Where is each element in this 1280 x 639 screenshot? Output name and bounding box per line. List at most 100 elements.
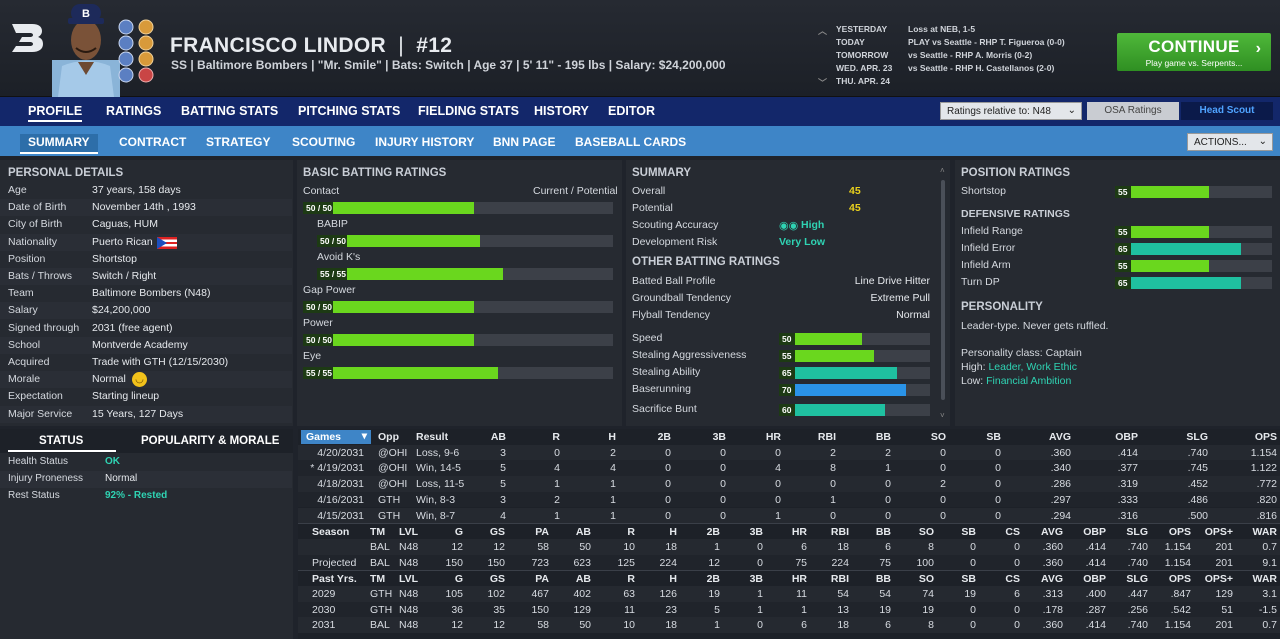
- past-years-row[interactable]: 2031 BAL N48 12 12 58 50 10 18 1 0 6 18 6 8 0 0.360.414.…: [298, 617, 1280, 634]
- batting-rating-bar: 50 / 50: [303, 301, 613, 313]
- batting-rating-bar: 55 / 55: [317, 268, 613, 280]
- chevron-down-icon[interactable]: ﹀: [818, 78, 828, 88]
- column-header: SB: [986, 431, 1001, 443]
- tab-scouting[interactable]: SCOUTING: [292, 135, 356, 149]
- tab-injury-history[interactable]: INJURY HISTORY: [375, 135, 475, 149]
- bar-fill: [317, 235, 480, 247]
- table-cell: 0: [757, 556, 763, 569]
- tab-contract[interactable]: CONTRACT: [119, 135, 187, 149]
- schedule-list: ︿ YESTERDAY Loss at NEB, 1-5 TODAY PLAY vs …: [816, 24, 1086, 89]
- table-cell: .542: [1170, 603, 1191, 616]
- batting-rating-label: Gap Power: [303, 284, 356, 296]
- game-date: * 4/19/2031: [310, 462, 364, 475]
- table-cell: 19: [922, 603, 934, 616]
- table-cell: 0: [940, 446, 946, 459]
- table-cell: 0: [1014, 556, 1020, 569]
- schedule-row[interactable]: TODAY PLAY vs Seattle - RHP T. Figueroa (…: [836, 37, 1065, 47]
- schedule-row[interactable]: WED. APR. 23 vs Seattle - RHP H. Castella…: [836, 63, 1055, 73]
- table-cell: .740: [1187, 446, 1208, 459]
- games-select[interactable]: Games ▾: [301, 430, 371, 444]
- game-date: 4/16/2031: [317, 493, 364, 506]
- table-cell: .360: [1050, 446, 1071, 459]
- rating-value: 55 / 55: [303, 367, 333, 379]
- table-cell: 9.1: [1262, 556, 1277, 569]
- table-row[interactable]: 4/18/2031 @OHI Loss, 11-5 5 1 1 0 0 0 0 0 2 0 .286 .31…: [298, 476, 1280, 492]
- table-cell: 8: [928, 619, 934, 632]
- table-row[interactable]: 4/15/2031 GTH Win, 8-7 4 1 1 0 0 1 0 0 0 0 .294 .316 .5…: [298, 507, 1280, 524]
- tab-ratings[interactable]: RATINGS: [106, 104, 162, 118]
- table-cell: .447: [1127, 588, 1148, 600]
- tab-editor[interactable]: EDITOR: [608, 104, 655, 118]
- bar-fill: [779, 384, 906, 396]
- table-cell: Win, 14-5: [416, 462, 461, 475]
- actions-dropdown[interactable]: ACTIONS... ⌄: [1187, 133, 1273, 151]
- table-row[interactable]: 4/16/2031 GTH Win, 8-3 3 2 1 0 0 0 1 0 0 0 .297 .333 .4…: [298, 491, 1280, 508]
- status-label: Injury Proneness: [8, 473, 84, 484]
- batting-rating-bar: 50 / 50: [317, 235, 613, 247]
- continue-button[interactable]: CONTINUE Play game vs. Serpents... ›: [1117, 33, 1271, 71]
- column-header: H: [608, 431, 616, 443]
- head-scout-button[interactable]: Head Scout: [1181, 102, 1273, 120]
- tab-strategy[interactable]: STRATEGY: [206, 135, 271, 149]
- bar-fill: [1115, 226, 1210, 238]
- past-years-row[interactable]: 2029 GTH N48 105 102 467 402 63 126 19 1 11 54 54 74 19…: [298, 586, 1280, 602]
- osa-ratings-button[interactable]: OSA Ratings: [1087, 102, 1179, 120]
- speed-rating-bar: 60: [779, 404, 930, 416]
- ratings-relative-select[interactable]: Ratings relative to: N48 ⌄: [940, 102, 1082, 120]
- column-header: H: [669, 526, 677, 539]
- detail-row: City of Birth Caguas, HUM: [0, 216, 292, 234]
- past-years-row[interactable]: 2030 GTH N48 36 35 150 129 11 23 5 1 1 13 19 19 0 0.178.…: [298, 601, 1280, 618]
- chevron-up-icon[interactable]: ︿: [818, 26, 828, 36]
- game-date: 4/18/2031: [317, 478, 364, 491]
- column-header: TM: [370, 526, 386, 539]
- table-cell: 2: [885, 446, 891, 459]
- schedule-row[interactable]: ﹀ THU. APR. 24: [818, 76, 891, 88]
- table-cell: GTH: [378, 493, 401, 506]
- scrollbar[interactable]: ˄ ˅: [940, 166, 945, 420]
- table-cell: 6: [801, 540, 807, 553]
- column-header: AB: [490, 431, 506, 443]
- season-row[interactable]: BAL N48 12 12 58 50 10 18 1 0 6 18 6 8 0 0.360.414.740 1…: [298, 538, 1280, 555]
- table-cell: .847: [1170, 588, 1191, 600]
- table-cell: 623: [573, 556, 591, 569]
- detail-value: Switch / Right: [92, 270, 157, 282]
- column-header: OPS+: [1204, 526, 1233, 539]
- column-header: 2B: [706, 573, 720, 586]
- table-row[interactable]: * 4/19/2031 @OHI Win, 14-5 5 4 4 0 0 4 8 1 0 0 .340 .3…: [298, 460, 1280, 477]
- tab-bnn-page[interactable]: BNN PAGE: [493, 135, 556, 149]
- tab-profile[interactable]: PROFILE: [28, 104, 83, 122]
- schedule-row[interactable]: ︿ YESTERDAY Loss at NEB, 1-5: [818, 24, 976, 36]
- chevron-down-icon: ▾: [361, 430, 367, 442]
- tab-fielding-stats[interactable]: FIELDING STATS: [418, 104, 519, 118]
- table-cell: 1: [554, 478, 560, 491]
- table-cell: .313: [1042, 588, 1063, 600]
- column-header: OBP: [1083, 573, 1106, 586]
- batting-rating-label: Eye: [303, 350, 322, 362]
- tab-status[interactable]: STATUS: [39, 435, 84, 447]
- section-title: PERSONALITY: [961, 301, 1043, 313]
- detail-value: 37 years, 158 days: [92, 184, 181, 196]
- season-row[interactable]: Projected BAL N48 150 150 723 623 125 224 12 0 75 22…: [298, 554, 1280, 571]
- detail-value: Caguas, HUM: [92, 218, 158, 231]
- table-cell: .414: [1085, 619, 1106, 632]
- basic-batting-panel: BASIC BATTING RATINGS Current / Potentia…: [297, 160, 622, 426]
- bar-fill: [779, 367, 897, 379]
- detail-row: Expectation Starting lineup: [0, 388, 292, 406]
- table-cell: 0: [885, 509, 891, 522]
- schedule-row[interactable]: TOMORROW vs Seattle - RHP A. Morris (0-2): [836, 50, 1033, 60]
- tab-popularity-morale[interactable]: POPULARITY & MORALE: [141, 435, 280, 447]
- detail-value: Starting lineup: [92, 390, 160, 403]
- tab-pitching-stats[interactable]: PITCHING STATS: [298, 104, 401, 118]
- tab-batting-stats[interactable]: BATTING STATS: [181, 104, 279, 118]
- section-title: BASIC BATTING RATINGS: [303, 167, 447, 179]
- table-cell: 0: [995, 462, 1001, 475]
- table-cell: .816: [1256, 509, 1277, 522]
- table-cell: 5: [714, 603, 720, 616]
- table-cell: .360: [1042, 556, 1063, 569]
- table-cell: 0: [720, 493, 726, 506]
- tab-history[interactable]: HISTORY: [534, 104, 589, 118]
- tab-summary[interactable]: SUMMARY: [20, 134, 98, 154]
- tab-baseball-cards[interactable]: BASEBALL CARDS: [575, 135, 687, 149]
- table-row[interactable]: 4/20/2031 @OHI Loss, 9-6 3 0 2 0 0 0 2 2 0 0 .360 .414…: [298, 444, 1280, 461]
- other-rating-label: Groundball Tendency: [632, 292, 732, 304]
